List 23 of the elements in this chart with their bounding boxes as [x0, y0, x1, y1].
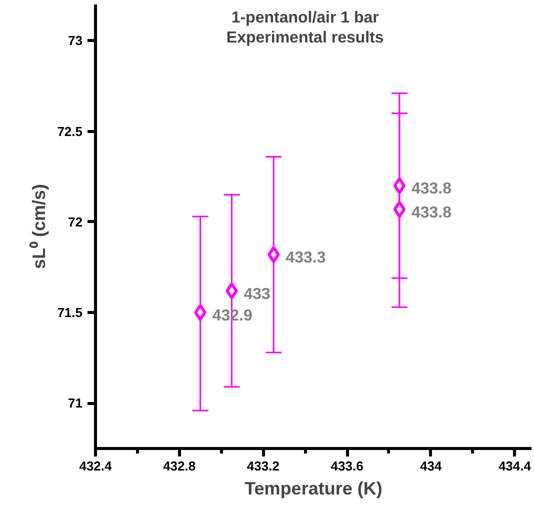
annotation: 433 — [244, 286, 271, 303]
annotation: 433.3 — [286, 250, 326, 267]
y-tick-label: 73 — [68, 33, 83, 48]
x-tick-label: 434.4 — [498, 458, 532, 474]
point — [194, 304, 206, 322]
x-tick-label: 432.8 — [163, 458, 196, 474]
x-tick-label: 433.6 — [330, 458, 364, 474]
x-axis-title: Temperature (K) — [244, 478, 382, 498]
y-tick-label: 72.5 — [57, 124, 83, 139]
y-tick-label: 71.5 — [57, 305, 83, 320]
annotation: 433.8 — [411, 204, 452, 222]
x-tick-label: 434 — [420, 458, 442, 474]
y-tick-label: 72 — [68, 214, 83, 230]
y-tick-label: 71 — [68, 396, 83, 411]
point — [268, 246, 280, 264]
x-tick-label: 433.2 — [246, 458, 280, 474]
annotation: 433.8 — [411, 180, 452, 198]
text: 1-pentanol/air 1 bar Experimental results — [226, 10, 384, 46]
point — [226, 282, 238, 300]
point — [393, 177, 406, 194]
point — [393, 200, 406, 218]
x-tick-label: 432.4 — [79, 458, 113, 474]
y-axis-title: sL⁰ (cm/s) — [29, 184, 50, 270]
